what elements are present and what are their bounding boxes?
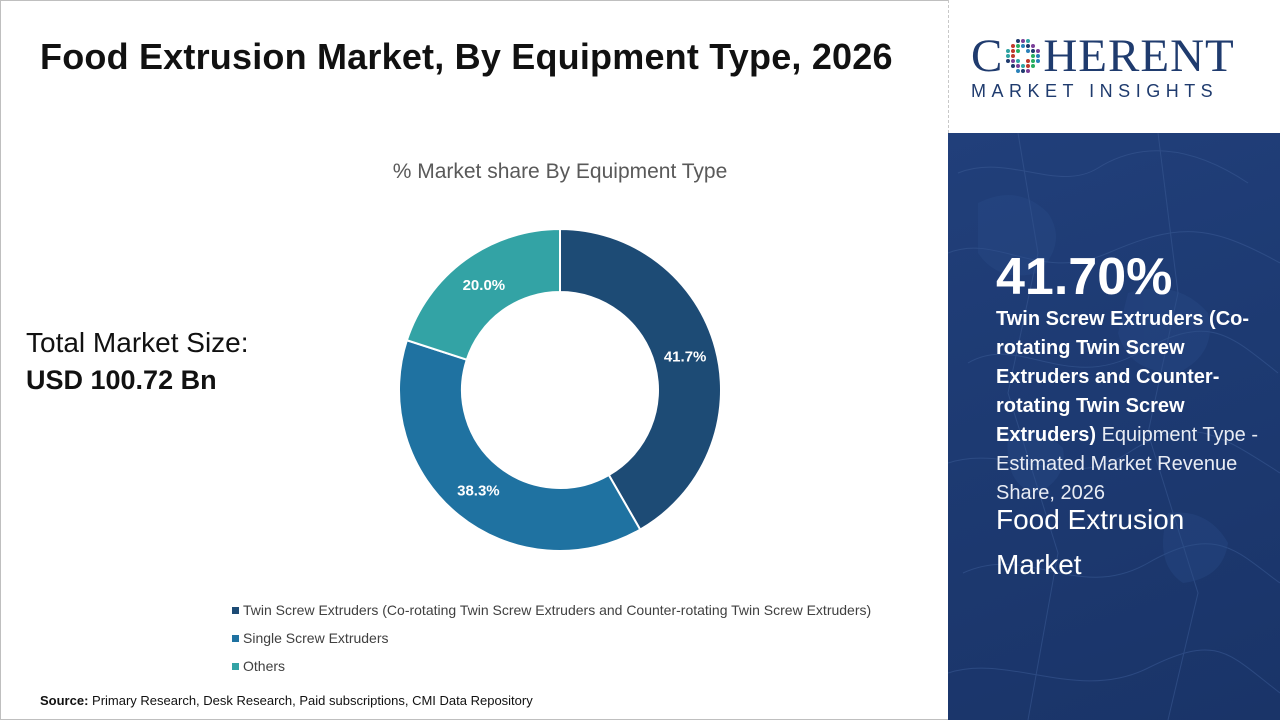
chart-legend: Twin Screw Extruders (Co-rotating Twin S…	[232, 596, 871, 680]
donut-chart: 41.7% 38.3% 20.0%	[398, 227, 722, 552]
logo-tagline: MARKET INSIGHTS	[971, 81, 1219, 101]
donut-slice-label-3: 20.0%	[463, 277, 506, 294]
highlight-description: Twin Screw Extruders (Co-rotating Twin S…	[996, 305, 1258, 508]
logo-word-left: C	[971, 30, 1004, 82]
logo-area: C HERENT MARKET INSIGHTS	[948, 0, 1280, 133]
total-market-size: Total Market Size: USD 100.72 Bn	[26, 326, 249, 400]
legend-swatch	[232, 634, 239, 642]
page-title: Food Extrusion Market, By Equipment Type…	[40, 36, 893, 77]
highlight-market-name: Food Extrusion Market	[996, 504, 1185, 580]
highlight-panel: 41.70% Twin Screw Extruders (Co-rotating…	[948, 133, 1280, 720]
legend-swatch	[232, 662, 239, 670]
source-text: Primary Research, Desk Research, Paid su…	[88, 693, 533, 708]
donut-slice-2	[398, 338, 642, 552]
logo-wordmark: C HERENT	[971, 32, 1235, 80]
logo-globe-icon	[1006, 39, 1041, 73]
world-map-background-icon	[948, 133, 1280, 720]
donut-slice-label-2: 38.3%	[457, 483, 500, 500]
total-market-label: Total Market Size:	[26, 327, 249, 358]
legend-label: Others	[243, 658, 286, 674]
donut-slice-label-1: 41.7%	[664, 349, 707, 366]
legend-label: Single Screw Extruders	[243, 630, 389, 646]
highlight-segment: Twin Screw Extruders (Co-rotating Twin S…	[996, 308, 1250, 446]
donut-slice-1	[559, 227, 722, 531]
legend-swatch	[232, 606, 239, 614]
total-market-value: USD 100.72 Bn	[26, 365, 217, 395]
source-note: Source: Primary Research, Desk Research,…	[40, 693, 533, 708]
legend-item: Twin Screw Extruders (Co-rotating Twin S…	[232, 596, 871, 624]
source-label: Source:	[40, 693, 89, 708]
highlight-percent: 41.70%	[996, 248, 1173, 306]
company-logo: C HERENT MARKET INSIGHTS	[971, 32, 1235, 102]
legend-label: Twin Screw Extruders (Co-rotating Twin S…	[243, 602, 872, 618]
highlight-segment-rest: Equipment Type - Estimated Market Revenu…	[996, 424, 1258, 504]
legend-item: Others	[232, 652, 871, 680]
donut-slice-3	[405, 227, 561, 361]
legend-item: Single Screw Extruders	[232, 624, 871, 652]
chart-title: % Market share By Equipment Type	[392, 160, 728, 183]
logo-word-right: HERENT	[1043, 30, 1235, 82]
